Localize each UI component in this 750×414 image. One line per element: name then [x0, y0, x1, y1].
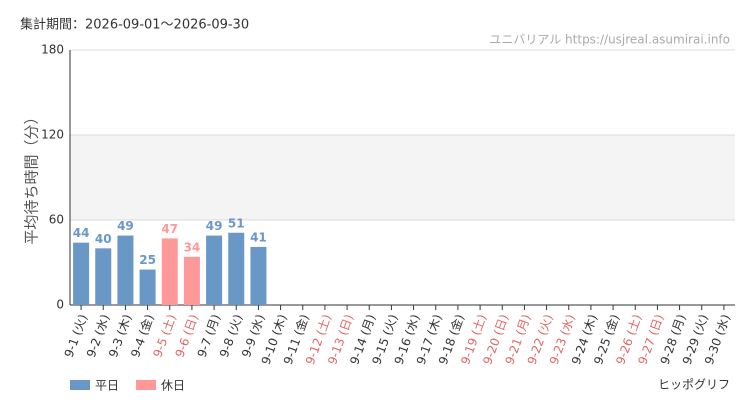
value-label: 34 [184, 240, 201, 254]
footer: ヒッポグリフ [658, 378, 730, 392]
legend-label: 休日 [161, 379, 185, 393]
legend-label: 平日 [95, 379, 119, 393]
bar [161, 238, 178, 305]
value-label: 49 [117, 219, 134, 233]
y-tick-label: 180 [41, 43, 64, 57]
value-label: 41 [250, 230, 267, 244]
y-axis-label: 平均待ち時間（分） [23, 109, 41, 244]
value-label: 47 [161, 222, 178, 236]
y-tick-label: 60 [49, 213, 64, 227]
value-label: 49 [206, 219, 223, 233]
legend-swatch [136, 380, 156, 390]
source: ユニバリアル https://usjreal.asumirai.info [489, 33, 730, 47]
bar [228, 232, 245, 305]
bar [95, 248, 112, 305]
legend-swatch [70, 380, 90, 390]
bar [73, 242, 90, 305]
value-label: 40 [95, 232, 112, 246]
value-label: 51 [228, 216, 245, 230]
bar [250, 246, 267, 305]
bar [117, 235, 134, 305]
bar [139, 269, 156, 305]
y-tick-label: 120 [41, 128, 64, 142]
chart-title: 集計期間：2026-09-01～2026-09-30 [20, 17, 249, 33]
value-label: 25 [139, 253, 156, 267]
bar [183, 256, 200, 305]
grid-band [70, 135, 735, 220]
value-label: 44 [73, 226, 90, 240]
y-tick-label: 0 [56, 298, 64, 312]
bar [206, 235, 223, 305]
